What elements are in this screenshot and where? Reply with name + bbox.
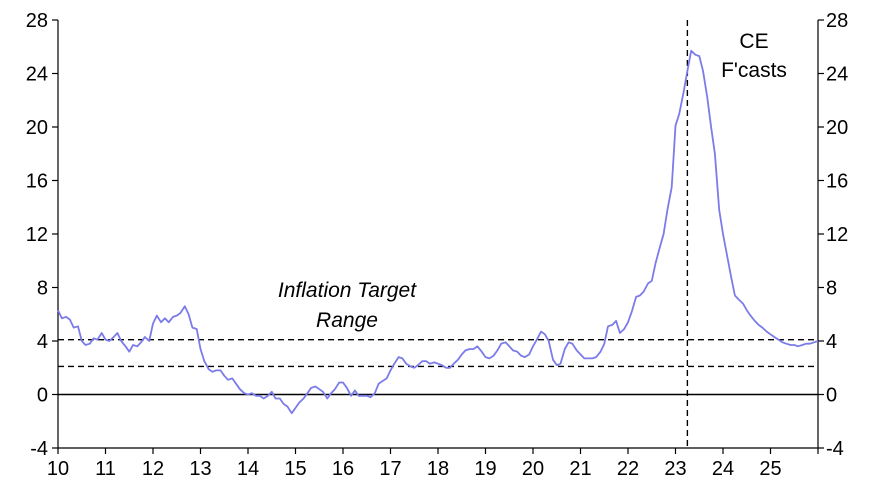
y-tick-label-right: 12: [826, 224, 848, 246]
x-tick-label: 10: [47, 458, 69, 480]
x-tick-label: 22: [617, 458, 639, 480]
forecast-label-line1: CE: [739, 30, 768, 53]
y-tick-label-left: 20: [26, 117, 48, 139]
x-tick-label: 23: [664, 458, 686, 480]
y-tick-label-right: 20: [826, 117, 848, 139]
x-tick-label: 20: [522, 458, 544, 480]
y-axis-right: 28 24 20 16 12 8 4 0 -4: [817, 10, 848, 460]
y-tick-label-left: 16: [26, 171, 48, 193]
x-tick-label: 13: [189, 458, 211, 480]
y-tick-label-left: 0: [37, 385, 48, 407]
y-tick-label-right: -4: [826, 438, 844, 460]
annotations-layer: Inflation Target Range CE F'casts: [278, 30, 787, 332]
x-tick-label: 17: [379, 458, 401, 480]
x-tick-label: 14: [237, 458, 259, 480]
inflation-target-label-line2: Range: [316, 309, 378, 332]
y-axis-left: 28 24 20 16 12 8 4 0 -4: [26, 10, 59, 460]
forecast-label-line2: F'casts: [721, 59, 787, 82]
y-tick-label-left: 4: [37, 331, 48, 353]
inflation-target-label-line1: Inflation Target: [278, 279, 417, 302]
reference-lines: [58, 20, 818, 448]
x-tick-label: 25: [759, 458, 781, 480]
y-tick-label-right: 28: [826, 10, 848, 32]
y-tick-label-left: -4: [30, 438, 48, 460]
x-tick-label: 16: [332, 458, 354, 480]
x-tick-label: 19: [474, 458, 496, 480]
y-tick-label-left: 28: [26, 10, 48, 32]
y-tick-label-right: 16: [826, 171, 848, 193]
series-layer: [57, 49, 819, 415]
y-tick-label-left: 24: [26, 64, 48, 86]
x-axis: 10 11 12 13 14 15 16 17 18 19 20 21 22 23 24 25: [47, 447, 819, 480]
y-tick-label-right: 4: [826, 331, 837, 353]
x-tick-label: 18: [427, 458, 449, 480]
inflation-series-line: [57, 49, 819, 415]
y-tick-label-left: 8: [37, 278, 48, 300]
y-tick-label-right: 24: [826, 64, 848, 86]
x-tick-label: 21: [569, 458, 591, 480]
y-tick-label-left: 12: [26, 224, 48, 246]
y-tick-label-right: 8: [826, 278, 837, 300]
y-tick-label-right: 0: [826, 385, 837, 407]
x-tick-label: 12: [142, 458, 164, 480]
x-tick-label: 11: [95, 458, 116, 480]
x-tick-label: 15: [284, 458, 306, 480]
x-tick-label: 24: [712, 458, 734, 480]
